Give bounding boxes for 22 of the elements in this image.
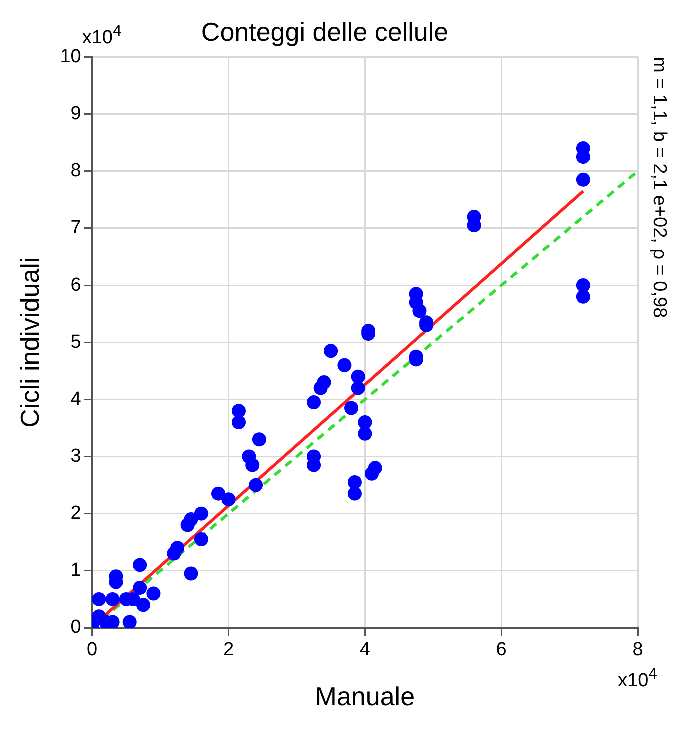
x-tick-label: 6 (496, 640, 507, 661)
x-tick-label: 8 (632, 640, 644, 661)
y-tick-label: 3 (70, 446, 82, 467)
x-tick-label: 4 (360, 640, 371, 661)
y-tick-label: 6 (70, 274, 82, 296)
y-tick-label: 2 (70, 503, 82, 524)
x-tick-label: 0 (87, 640, 98, 661)
y-tick-label: 5 (70, 332, 82, 353)
text: x10$^{4}$ (618, 666, 658, 692)
y-tick-label: 4 (70, 388, 82, 410)
y-tick-label: 9 (70, 104, 82, 125)
text: x10$^{4}$ (82, 23, 122, 50)
y-tick-label: 1 (70, 560, 82, 582)
y-tick-label: 10 (60, 46, 82, 68)
x-tick-label: 2 (223, 640, 234, 661)
y-tick-label: 8 (70, 160, 82, 182)
chart-title: Conteggi delle cellule (201, 16, 449, 47)
y-axis-title: Cicli individuali (14, 257, 45, 428)
y-tick-label: 7 (70, 218, 82, 239)
y-tick-label: 0 (70, 617, 82, 638)
text: m = 1,1, b = 2,1 e+02, ρ = 0,98 (648, 57, 670, 320)
x-axis-title: Manuale (315, 682, 416, 712)
